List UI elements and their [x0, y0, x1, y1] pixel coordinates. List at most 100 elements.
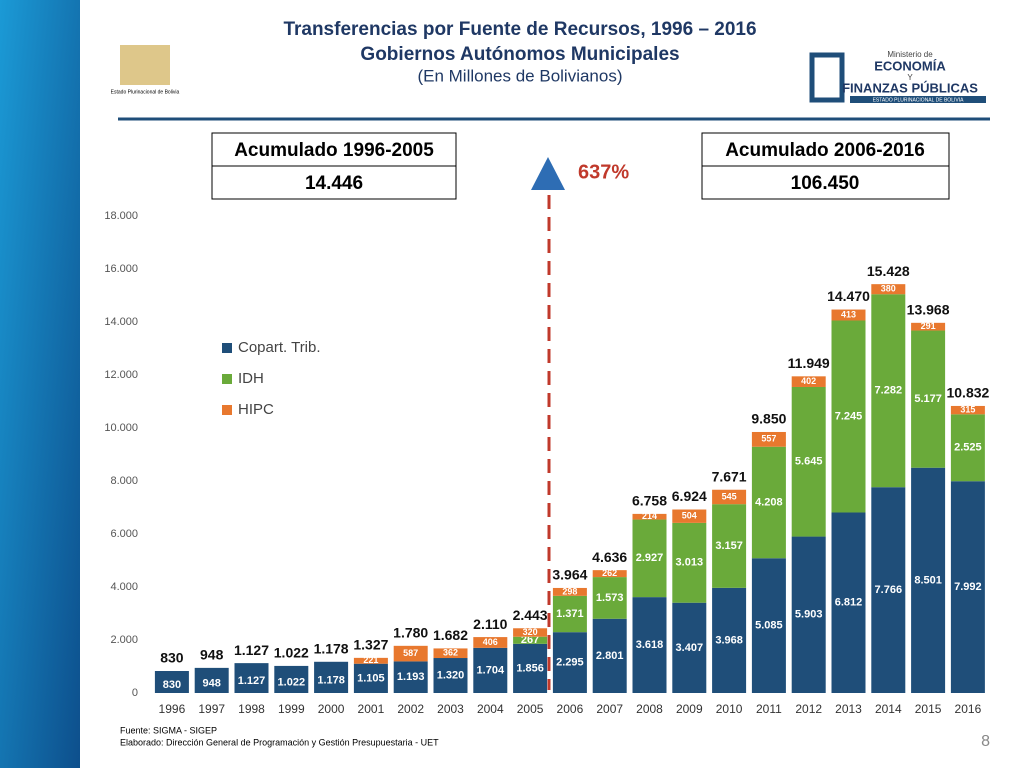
value-label: 6.812 — [835, 597, 863, 609]
logo-right: Ministerio de — [887, 50, 933, 59]
bar-segment — [353, 657, 388, 664]
value-label: 267 — [521, 634, 539, 646]
total-label: 9.850 — [751, 411, 786, 427]
total-label: 7.671 — [712, 468, 747, 484]
bar-segment — [592, 570, 627, 578]
value-label: 5.645 — [795, 456, 823, 468]
y-tick-label: 4.000 — [110, 581, 138, 593]
value-label: 8.501 — [914, 574, 942, 586]
bar-segment — [791, 536, 826, 693]
value-label: 545 — [722, 491, 737, 501]
total-label: 2.443 — [513, 607, 548, 623]
bar-segment — [672, 522, 707, 603]
total-label: 11.949 — [788, 355, 830, 371]
total-label: 10.832 — [946, 385, 989, 401]
summary-value: 14.446 — [305, 173, 363, 194]
x-tick-label: 2010 — [716, 702, 743, 716]
y-tick-label: 14.000 — [104, 316, 138, 328]
x-tick-label: 2016 — [955, 702, 982, 716]
bar-segment — [911, 322, 946, 331]
bar-segment — [393, 661, 428, 693]
logo-right: FINANZAS PÚBLICAS — [842, 80, 978, 95]
bar-segment — [950, 414, 985, 482]
y-tick-label: 6.000 — [110, 528, 138, 540]
value-label: 1.320 — [437, 669, 465, 681]
value-label: 262 — [602, 568, 617, 578]
bar-segment — [712, 587, 747, 693]
source: Fuente: SIGMA - SIGEP — [120, 725, 217, 735]
x-tick-label: 2011 — [756, 702, 782, 716]
bar-segment — [751, 558, 786, 693]
logo-right: ECONOMÍA — [874, 58, 946, 73]
bar-segment — [353, 663, 388, 693]
total-label: 6.758 — [632, 493, 667, 509]
value-label: 1.856 — [516, 662, 544, 674]
growth-label: 637% — [578, 161, 629, 183]
x-tick-label: 1997 — [198, 702, 225, 716]
bar-segment — [194, 667, 229, 693]
bar-segment — [911, 467, 946, 693]
value-label: 291 — [921, 321, 936, 331]
bar-segment — [513, 628, 548, 637]
value-label: 402 — [801, 376, 816, 386]
bar-segment — [831, 320, 866, 513]
x-tick-label: 2007 — [596, 702, 623, 716]
value-label: 3.157 — [715, 540, 743, 552]
total-label: 13.968 — [907, 302, 950, 318]
logo-mark — [809, 52, 845, 103]
total-label: 2.110 — [473, 616, 507, 632]
value-label: 948 — [203, 677, 221, 689]
author: Elaborado: Dirección General de Programa… — [120, 737, 439, 747]
value-label: 1.022 — [278, 676, 306, 688]
value-label: 557 — [761, 434, 776, 444]
legend-label: IDH — [238, 370, 264, 387]
coat-of-arms — [120, 45, 170, 85]
y-tick-label: 2.000 — [110, 634, 138, 646]
x-tick-label: 2008 — [636, 702, 663, 716]
x-tick-label: 2000 — [318, 702, 345, 716]
bar-segment — [552, 632, 587, 693]
total-label: 14.470 — [827, 288, 870, 304]
bar-segment — [791, 376, 826, 387]
value-label: 7.245 — [835, 410, 863, 422]
legend-swatch — [222, 405, 232, 415]
bar-segment — [393, 645, 428, 662]
summary-label: Acumulado 2006-2016 — [725, 140, 925, 161]
value-label: 380 — [881, 284, 896, 294]
value-label: 7.282 — [875, 385, 903, 397]
bar-segment — [274, 665, 309, 693]
summary-label: Acumulado 1996-2005 — [234, 140, 434, 161]
x-tick-label: 2013 — [835, 702, 862, 716]
value-label: 1.371 — [556, 608, 584, 620]
value-label: 406 — [483, 637, 498, 647]
bar-segment — [234, 663, 269, 693]
value-label: 1.573 — [596, 592, 624, 604]
x-tick-label: 2005 — [517, 702, 544, 716]
value-label: 362 — [443, 648, 458, 658]
total-label: 15.428 — [867, 263, 910, 279]
value-label: 214 — [642, 511, 657, 521]
x-tick-label: 2012 — [795, 702, 822, 716]
bar-segment — [632, 597, 667, 693]
value-label: 298 — [562, 586, 577, 596]
total-label: 6.924 — [672, 488, 707, 504]
value-label: 3.407 — [676, 642, 704, 654]
y-tick-label: 12.000 — [104, 369, 138, 381]
value-label: 3.618 — [636, 639, 664, 651]
x-tick-label: 1998 — [238, 702, 265, 716]
bar-segment — [632, 513, 667, 520]
value-label: 221 — [363, 655, 378, 665]
value-label: 2.525 — [954, 442, 982, 454]
value-label: 5.085 — [755, 620, 783, 632]
bar-segment — [871, 284, 906, 295]
value-label: 830 — [163, 679, 181, 691]
bar-segment — [831, 309, 866, 321]
value-label: 1.105 — [357, 672, 385, 684]
bar-segment — [473, 637, 508, 648]
y-tick-label: 8.000 — [110, 475, 138, 487]
value-label: 1.193 — [397, 671, 425, 683]
total-label: 1.327 — [353, 637, 388, 653]
x-tick-label: 2014 — [875, 702, 902, 716]
value-label: 7.766 — [875, 584, 903, 596]
